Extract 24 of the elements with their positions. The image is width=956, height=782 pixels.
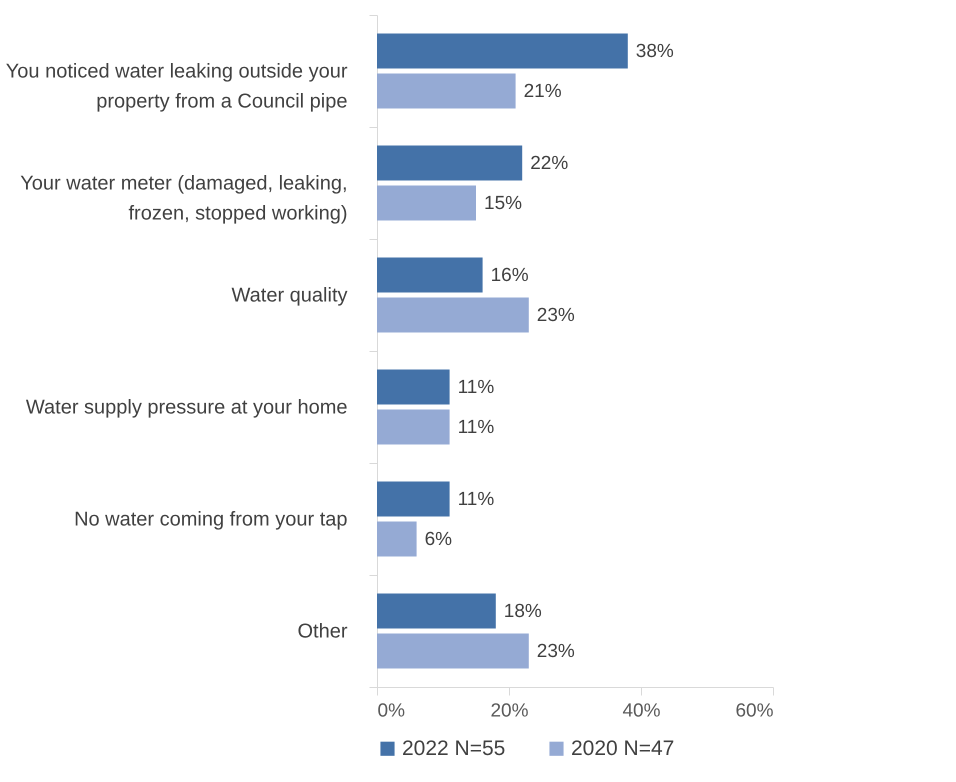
y-tick-label: No water coming from your tap	[74, 508, 348, 530]
y-tick-label: You noticed water leaking outside your property from a Council pipe	[6, 60, 348, 112]
data-label: 16%	[490, 265, 529, 286]
y-tick-label: Your water meter (damaged, leaking, frozen, stopped working)	[20, 172, 348, 224]
y-tick-label: Other	[297, 620, 348, 642]
data-label: 21%	[524, 81, 562, 102]
x-tick-label: 0%	[378, 700, 406, 722]
data-label: 23%	[536, 305, 575, 326]
x-tick-label: 40%	[622, 700, 661, 722]
data-label: 15%	[484, 193, 522, 214]
x-tick-label: 60%	[735, 700, 774, 722]
data-label: 11%	[458, 489, 494, 510]
data-label: 6%	[424, 529, 452, 550]
y-tick-label: Water quality	[232, 284, 348, 306]
legend-label: 2022 N=55	[402, 736, 506, 760]
x-tick-label: 20%	[490, 700, 529, 722]
legend-label: 2020 N=47	[571, 736, 674, 760]
data-label: 22%	[530, 153, 568, 174]
data-label: 38%	[636, 41, 674, 62]
data-label: 18%	[504, 601, 542, 622]
data-label: 11%	[458, 377, 494, 398]
data-label: 11%	[458, 417, 494, 438]
data-label: 23%	[536, 641, 575, 662]
y-tick-label: Water supply pressure at your home	[26, 396, 348, 418]
